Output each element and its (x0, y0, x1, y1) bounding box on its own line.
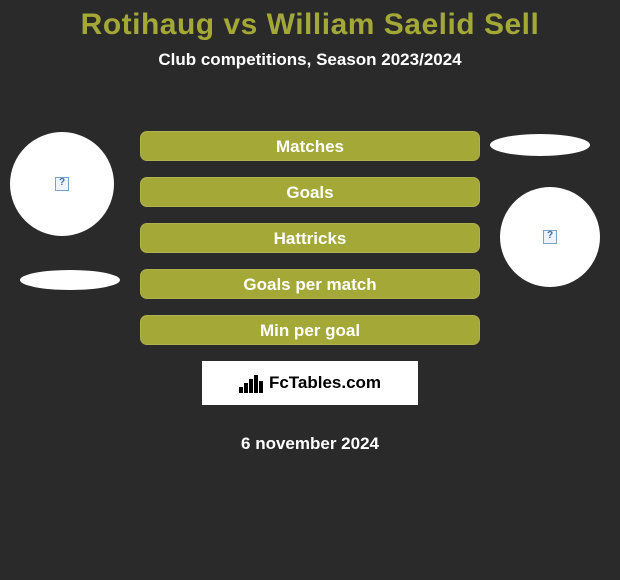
image-placeholder-icon (55, 177, 69, 191)
stat-label: Hattricks (274, 229, 347, 248)
stat-label: Goals per match (243, 275, 376, 294)
subtitle: Club competitions, Season 2023/2024 (0, 50, 620, 70)
stat-bars: Matches Goals Hattricks Goals per match … (140, 131, 480, 361)
player-right-avatar (500, 187, 600, 287)
stat-label: Goals (286, 183, 333, 202)
stat-bar-hattricks: Hattricks (140, 223, 480, 253)
stat-bar-goals-per-match: Goals per match (140, 269, 480, 299)
fctables-logo: FcTables.com (202, 361, 418, 405)
player-left-name-oval (20, 270, 120, 290)
stat-bar-matches: Matches (140, 131, 480, 161)
logo-text: FcTables.com (269, 373, 381, 393)
logo-bar-chart-icon (239, 373, 263, 393)
comparison-widget: Rotihaug vs William Saelid Sell Club com… (0, 8, 620, 580)
page-title: Rotihaug vs William Saelid Sell (0, 8, 620, 42)
stat-label: Min per goal (260, 321, 360, 340)
stat-bar-goals: Goals (140, 177, 480, 207)
player-right-name-oval (490, 134, 590, 156)
stat-label: Matches (276, 137, 344, 156)
stat-bar-min-per-goal: Min per goal (140, 315, 480, 345)
player-left-avatar (10, 132, 114, 236)
image-placeholder-icon (543, 230, 557, 244)
date-line: 6 november 2024 (0, 434, 620, 454)
